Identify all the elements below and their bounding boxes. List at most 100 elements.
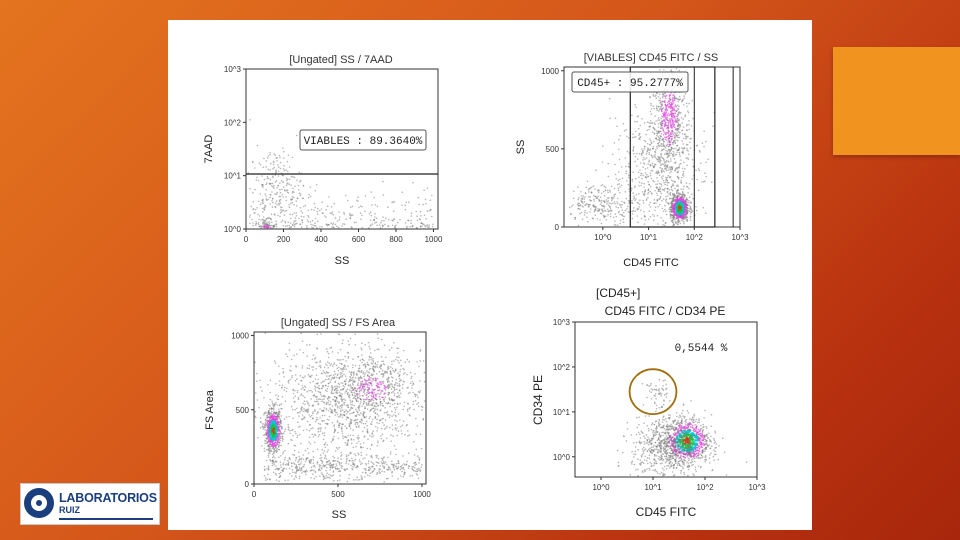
event-dot-pop1 [398, 390, 401, 392]
event-dot-pop2 [288, 204, 290, 206]
event-dot-pop3 [636, 208, 638, 211]
event-dot-pop1 [352, 366, 354, 369]
event-dot-pop1 [682, 118, 685, 120]
event-dot-pop1 [336, 387, 339, 389]
event-dot-pop2 [382, 363, 385, 365]
event-dot-pop1 [350, 403, 352, 406]
y-tick-label: 10^2 [224, 118, 242, 127]
event-dot-pop3 [640, 172, 642, 175]
event-dot-pop1 [432, 223, 434, 226]
event-dot-pop1 [344, 425, 346, 428]
event-dot-pop1 [666, 109, 668, 111]
event-dot-pop1 [419, 380, 421, 382]
event-dot-pop2 [620, 184, 623, 186]
event-dot-pop2 [295, 212, 298, 214]
event-dot-pop0 [262, 428, 265, 430]
event-dot-pop1 [390, 434, 392, 436]
event-dot-pop2 [373, 196, 376, 199]
event-dot-pop0 [268, 418, 271, 421]
event-dot-pop2 [580, 201, 583, 203]
event-dot-pop0 [686, 206, 688, 208]
event-dot-pop2 [622, 215, 624, 217]
event-dot-pop3 [613, 142, 616, 144]
event-dot-pop3 [649, 140, 652, 142]
event-dot-pop3 [626, 135, 628, 138]
event-dot-pop1 [282, 372, 285, 374]
event-dot-pop1 [330, 363, 333, 365]
event-dot-pop1 [291, 376, 293, 379]
event-dot-pop0 [686, 220, 688, 222]
event-dot-pop1 [338, 359, 340, 361]
event-dot-pop1 [394, 427, 397, 430]
event-dot-pop1 [386, 425, 388, 428]
event-dot-pop1 [667, 112, 670, 115]
event-dot-pop1 [312, 436, 315, 438]
event-dot-pop2 [371, 393, 374, 395]
event-dot-pop2 [590, 208, 592, 210]
event-dot-pop1 [347, 411, 349, 413]
event-dot-pop2 [622, 221, 625, 223]
event-dot-pop2 [345, 194, 347, 197]
event-dot-pop1 [317, 430, 320, 433]
event-dot-pop3 [667, 155, 670, 158]
event-dot-pop1 [688, 102, 690, 105]
event-dot-pop1 [389, 414, 391, 416]
event-dot-pop2 [337, 226, 340, 229]
event-dot-pop3 [668, 193, 670, 195]
event-dot-pop3 [669, 172, 671, 174]
event-dot-pop1 [675, 139, 677, 141]
event-dot-pop0 [266, 419, 269, 422]
event-dot-pop0 [268, 217, 271, 219]
event-dot-pop1 [665, 95, 667, 97]
event-dot-pop0 [689, 213, 692, 215]
event-dot-pop1 [409, 382, 412, 385]
event-dot-pop2 [380, 392, 382, 394]
event-dot-pop1 [396, 384, 399, 387]
event-dot-pop1 [308, 364, 311, 367]
event-dot-pop3 [291, 198, 293, 201]
event-dot-pop3 [298, 192, 301, 194]
event-dot-pop1 [360, 422, 363, 424]
event-dot-pop2 [382, 216, 384, 218]
event-dot-pop3 [664, 147, 667, 149]
event-dot-pop1 [406, 460, 408, 463]
event-dot-pop2 [574, 216, 576, 219]
event-dot-pop1 [409, 391, 411, 394]
event-dot-pop3 [661, 199, 663, 202]
event-dot-pop1 [362, 411, 365, 413]
event-dot-pop1 [358, 440, 360, 443]
event-dot-pop1 [358, 364, 361, 367]
event-dot-pop1 [295, 432, 297, 435]
event-dot-pop2 [425, 218, 427, 220]
event-dot-pop3 [688, 200, 690, 202]
event-dot-pop1 [345, 368, 348, 371]
event-dot-pop1 [364, 363, 367, 365]
event-dot-pop3 [275, 179, 278, 182]
event-dot-pop2 [410, 212, 413, 214]
event-dot-pop1 [344, 441, 347, 444]
event-dot-pop2 [360, 381, 362, 383]
event-dot-pop1 [673, 100, 675, 102]
event-dot-pop3 [638, 132, 641, 135]
event-dot-pop2 [338, 219, 341, 221]
event-dot-pop1 [339, 362, 341, 365]
event-dot-pop1 [383, 428, 386, 430]
event-dot-pop1 [374, 362, 377, 364]
event-dot-pop1 [398, 361, 400, 364]
event-dot-pop0 [684, 214, 686, 216]
event-dot-pop3 [711, 181, 713, 183]
event-dot-pop1 [321, 419, 323, 422]
event-dot-pop3 [634, 103, 636, 106]
event-dot-pop1 [664, 122, 667, 124]
x-tick-label: 10^0 [594, 233, 612, 242]
event-dot-pop2 [252, 222, 254, 224]
event-dot-pop1 [321, 432, 324, 435]
event-dot-pop3 [650, 102, 652, 105]
event-dot-pop2 [392, 210, 395, 212]
event-dot-pop1 [277, 365, 280, 367]
x-tick-label: 0 [244, 235, 249, 244]
event-dot-pop1 [341, 342, 344, 345]
event-dot-pop1 [342, 370, 344, 373]
event-dot-pop1 [358, 367, 360, 370]
event-dot-pop1 [338, 426, 340, 429]
